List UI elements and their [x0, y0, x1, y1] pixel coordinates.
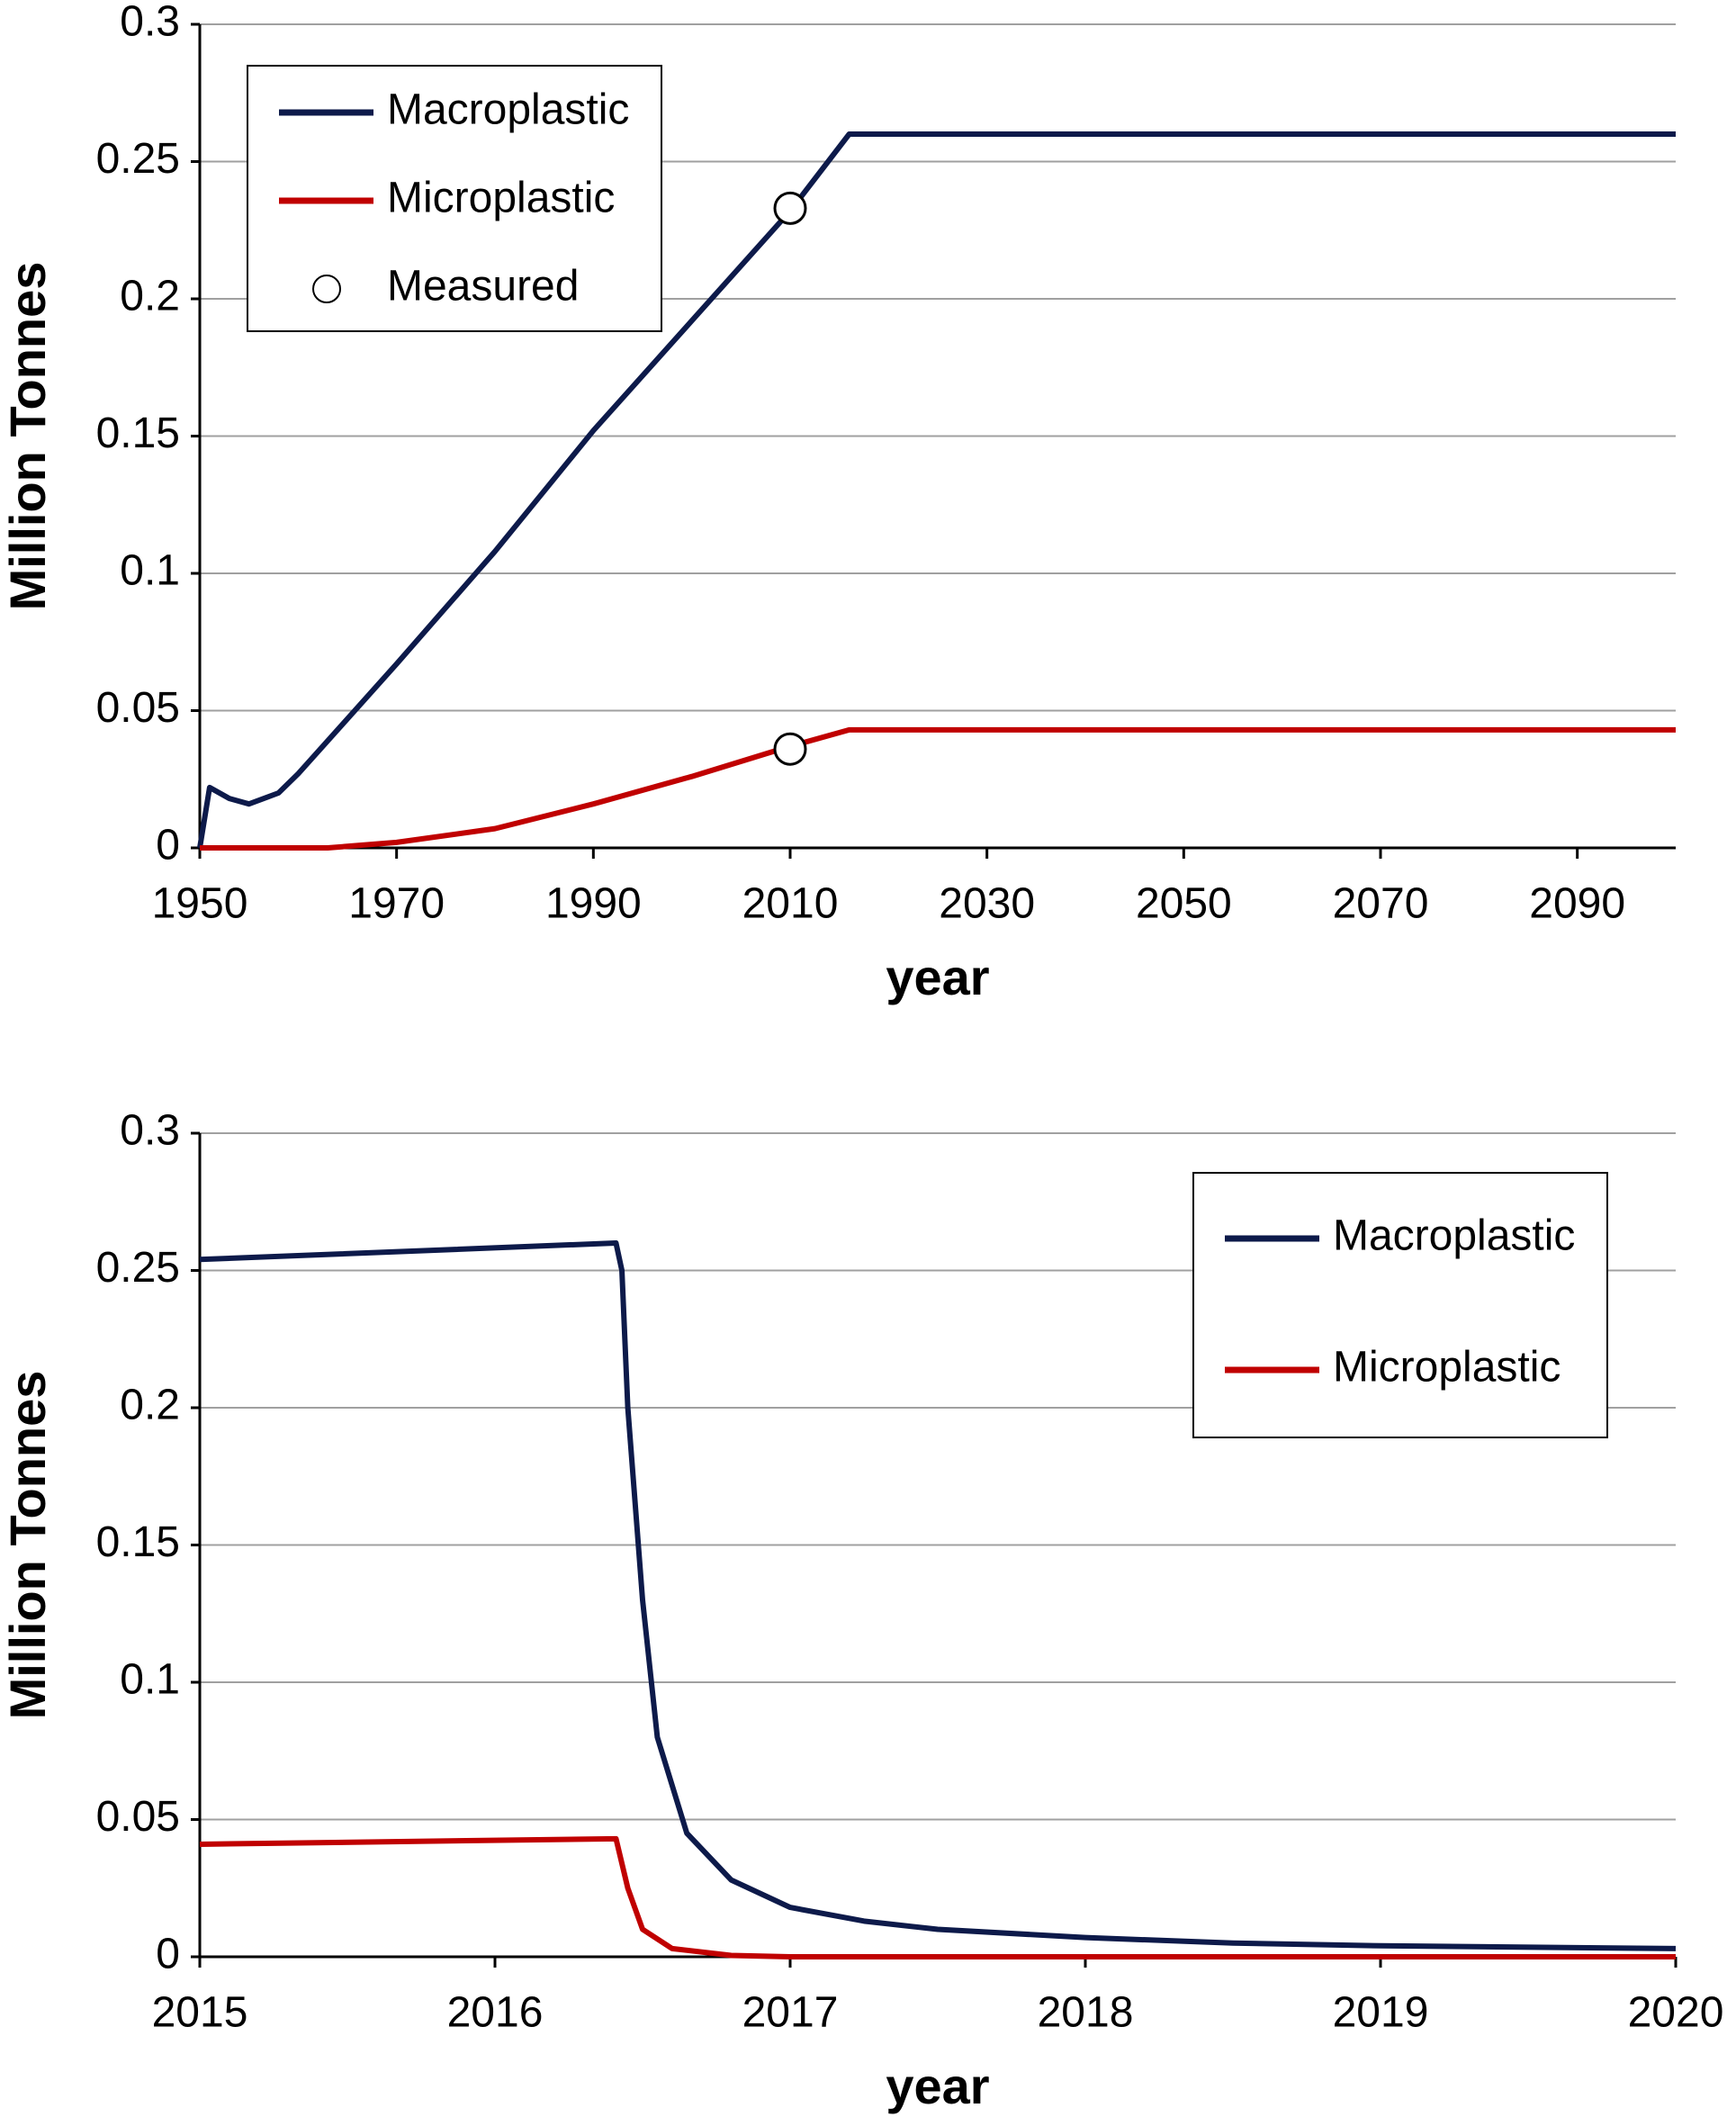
y-tick-label: 0.2	[120, 273, 180, 320]
legend-marker	[312, 275, 341, 303]
y-tick-label: 0.1	[120, 547, 180, 595]
series-line	[200, 726, 1676, 851]
legend-label: Macroplastic	[1333, 1212, 1575, 1260]
x-tick-label: 2090	[1529, 880, 1625, 928]
y-tick-label: 0.3	[120, 1107, 180, 1155]
legend-label: Measured	[387, 263, 579, 311]
x-tick-label: 2017	[742, 1989, 839, 2037]
legend-label: Macroplastic	[387, 86, 629, 134]
legend-label: Microplastic	[1333, 1344, 1561, 1392]
x-tick-label: 2015	[152, 1989, 248, 2037]
y-tick-label: 0.1	[120, 1656, 180, 1704]
x-tick-label: 1990	[545, 880, 642, 928]
x-axis-title: year	[886, 2058, 989, 2114]
y-tick-label: 0	[156, 1931, 180, 1978]
y-tick-label: 0.05	[96, 1793, 180, 1841]
x-tick-label: 2016	[447, 1989, 544, 2037]
y-axis-title: Million Tonnes	[0, 262, 56, 611]
series-line	[199, 1240, 1677, 1951]
y-tick-label: 0.15	[96, 410, 180, 457]
x-tick-label: 2070	[1333, 880, 1429, 928]
y-axis-title: Million Tonnes	[0, 1371, 56, 1720]
y-tick-label: 0.25	[96, 1244, 180, 1292]
y-tick-label: 0.3	[120, 0, 180, 46]
x-tick-label: 2019	[1333, 1989, 1429, 2037]
x-tick-label: 2020	[1628, 1989, 1724, 2037]
y-tick-label: 0.25	[96, 135, 180, 183]
y-tick-label: 0.2	[120, 1382, 180, 1429]
y-tick-label: 0.05	[96, 684, 180, 732]
y-tick-label: 0.15	[96, 1518, 180, 1566]
measured-point	[773, 732, 807, 766]
legend-label: Microplastic	[387, 175, 615, 222]
x-tick-label: 1950	[152, 880, 248, 928]
x-tick-label: 1970	[348, 880, 445, 928]
measured-point	[773, 191, 807, 225]
x-tick-label: 2010	[742, 880, 839, 928]
x-tick-label: 2018	[1038, 1989, 1134, 2037]
y-tick-label: 0	[156, 822, 180, 869]
series-line	[199, 1835, 1676, 1959]
x-tick-label: 2030	[939, 880, 1035, 928]
x-axis-title: year	[886, 949, 989, 1005]
legend-box	[1192, 1172, 1608, 1438]
x-tick-label: 2050	[1136, 880, 1232, 928]
